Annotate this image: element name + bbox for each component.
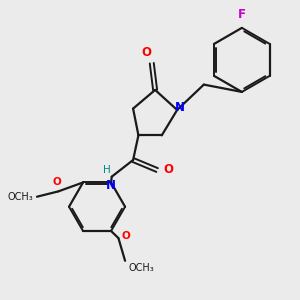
Text: O: O	[141, 46, 152, 59]
Text: O: O	[122, 231, 130, 241]
Text: N: N	[175, 101, 185, 115]
Text: F: F	[238, 8, 246, 21]
Text: OCH₃: OCH₃	[128, 263, 154, 274]
Text: H: H	[103, 165, 110, 175]
Text: OCH₃: OCH₃	[7, 192, 33, 202]
Text: O: O	[52, 177, 62, 188]
Text: O: O	[164, 163, 174, 176]
Text: N: N	[106, 179, 116, 192]
